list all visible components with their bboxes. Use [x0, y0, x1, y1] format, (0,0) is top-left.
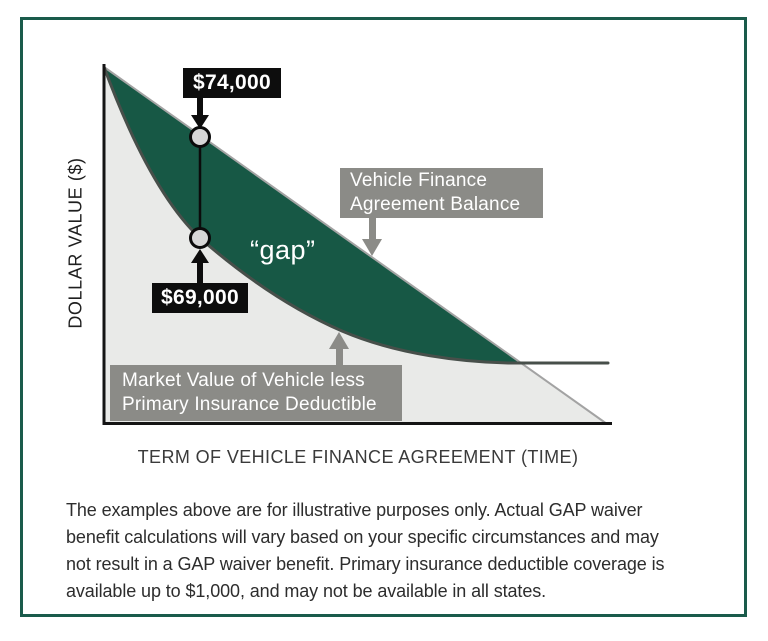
- gap-label: “gap”: [250, 235, 316, 265]
- market-value-label: Market Value of Vehicle less Primary Ins…: [110, 365, 402, 421]
- lower-value-callout: $69,000: [152, 283, 248, 313]
- finance-arrow-shaft: [369, 218, 376, 240]
- disclaimer-text: The examples above are for illustrative …: [66, 497, 756, 605]
- finance-balance-label-line1: Vehicle Finance: [350, 170, 488, 191]
- disclaimer-line-3: not result in a GAP waiver benefit. Prim…: [66, 554, 665, 574]
- x-axis-label: TERM OF VEHICLE FINANCE AGREEMENT (TIME): [137, 447, 579, 467]
- outer-border-frame: [20, 17, 747, 617]
- market-value-area: [104, 67, 607, 424]
- finance-balance-label: Vehicle Finance Agreement Balance: [340, 168, 543, 218]
- arrow-down-icon: [191, 115, 209, 129]
- market-arrow-shaft: [336, 347, 343, 366]
- market-value-curve: [102, 65, 610, 365]
- disclaimer-line-2: benefit calculations will vary based on …: [66, 527, 659, 547]
- disclaimer-line-4: available up to $1,000, and may not be a…: [66, 581, 547, 601]
- upper-point-marker: [189, 126, 211, 148]
- arrow-down-shaft: [197, 98, 203, 117]
- market-value-label-line1: Market Value of Vehicle less: [122, 370, 365, 391]
- arrow-up-shaft: [197, 261, 203, 283]
- upper-value-callout: $74,000: [183, 68, 281, 98]
- disclaimer-line-1: The examples above are for illustrative …: [66, 500, 643, 520]
- lower-point-marker: [189, 227, 211, 249]
- y-axis-label: DOLLAR VALUE ($): [65, 157, 86, 329]
- finance-arrow-down-icon: [362, 239, 382, 256]
- finance-balance-label-line2: Agreement Balance: [350, 194, 521, 215]
- arrow-up-icon: [191, 249, 209, 263]
- market-arrow-up-icon: [329, 332, 349, 349]
- market-value-label-line2: Primary Insurance Deductible: [122, 394, 377, 415]
